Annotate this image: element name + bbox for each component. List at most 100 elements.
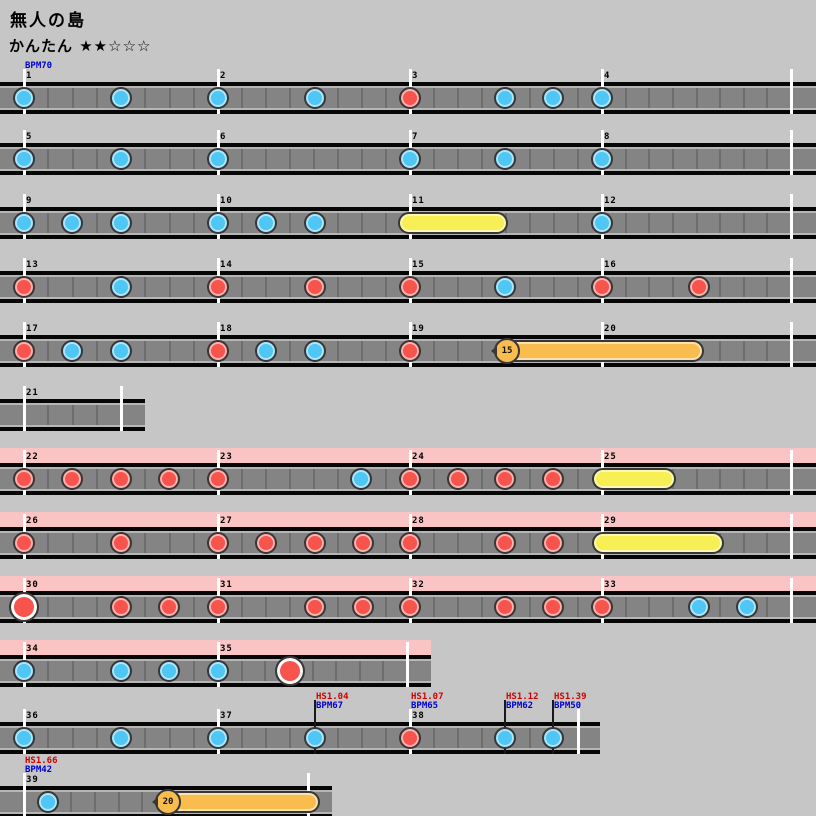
don-note[interactable] <box>494 532 516 554</box>
ka-note[interactable] <box>13 87 35 109</box>
don-note[interactable] <box>399 532 421 554</box>
ka-note[interactable] <box>110 276 132 298</box>
ka-note[interactable] <box>61 212 83 234</box>
don-note[interactable] <box>110 468 132 490</box>
ka-note[interactable] <box>207 87 229 109</box>
ka-note[interactable] <box>399 148 421 170</box>
don-note[interactable] <box>158 596 180 618</box>
ka-note[interactable] <box>110 148 132 170</box>
drumroll-note[interactable] <box>592 532 724 554</box>
don-note[interactable] <box>591 596 613 618</box>
ka-note[interactable] <box>110 87 132 109</box>
ka-note[interactable] <box>207 660 229 682</box>
bpm-label: BPM50 <box>554 701 582 711</box>
ka-note[interactable] <box>350 468 372 490</box>
ka-note[interactable] <box>591 212 613 234</box>
don-note[interactable] <box>207 468 229 490</box>
ka-note[interactable] <box>13 660 35 682</box>
bpm-label: BPM70 <box>25 61 53 71</box>
don-note[interactable] <box>304 532 326 554</box>
ka-note[interactable] <box>591 87 613 109</box>
beat-divider <box>47 277 50 297</box>
don-note[interactable] <box>542 596 564 618</box>
ka-note[interactable] <box>494 148 516 170</box>
ka-note[interactable] <box>304 727 326 749</box>
ka-note[interactable] <box>110 660 132 682</box>
don-note[interactable] <box>352 596 374 618</box>
don-note[interactable] <box>110 596 132 618</box>
lane-bottom-border <box>0 299 816 303</box>
bpm-label: BPM42 <box>25 765 53 775</box>
drumroll-note[interactable] <box>592 468 676 490</box>
beat-divider <box>481 277 483 297</box>
ka-note[interactable] <box>304 87 326 109</box>
don-note[interactable] <box>352 532 374 554</box>
ka-note[interactable] <box>494 276 516 298</box>
don-note[interactable] <box>110 532 132 554</box>
ka-note[interactable] <box>255 340 277 362</box>
beat-divider <box>385 728 387 748</box>
don-note[interactable] <box>399 596 421 618</box>
don-note[interactable] <box>494 468 516 490</box>
don-note[interactable] <box>447 468 469 490</box>
balloon-roll-body[interactable] <box>494 340 704 362</box>
beat-divider <box>95 597 98 617</box>
ka-note[interactable] <box>542 87 564 109</box>
don-note[interactable] <box>61 468 83 490</box>
ka-note[interactable] <box>13 212 35 234</box>
don-note[interactable] <box>13 468 35 490</box>
ka-note[interactable] <box>37 791 59 813</box>
don-note[interactable] <box>207 596 229 618</box>
don-note[interactable] <box>13 340 35 362</box>
don-note[interactable] <box>13 276 35 298</box>
don-note[interactable] <box>494 596 516 618</box>
beat-divider <box>168 213 171 233</box>
ka-note[interactable] <box>304 212 326 234</box>
ka-note[interactable] <box>207 148 229 170</box>
ka-note[interactable] <box>688 596 710 618</box>
ka-note[interactable] <box>61 340 83 362</box>
don-note[interactable] <box>399 468 421 490</box>
don-note[interactable] <box>255 532 277 554</box>
don-note[interactable] <box>399 87 421 109</box>
drumroll-note[interactable] <box>398 212 508 234</box>
ka-note[interactable] <box>542 727 564 749</box>
beat-divider <box>529 597 531 617</box>
measure-number: 8 <box>604 132 611 142</box>
beat-divider <box>361 728 363 748</box>
ka-note[interactable] <box>207 212 229 234</box>
don-note[interactable] <box>158 468 180 490</box>
ka-note[interactable] <box>207 727 229 749</box>
balloon-note[interactable]: 20 <box>155 789 181 815</box>
don-note[interactable] <box>591 276 613 298</box>
don-note[interactable] <box>399 340 421 362</box>
ka-note[interactable] <box>110 727 132 749</box>
ka-note[interactable] <box>13 148 35 170</box>
ka-note[interactable] <box>494 727 516 749</box>
don-note[interactable] <box>207 340 229 362</box>
don-note[interactable] <box>542 532 564 554</box>
don-note[interactable] <box>207 532 229 554</box>
big-don-note[interactable] <box>9 592 39 622</box>
ka-note[interactable] <box>494 87 516 109</box>
don-note[interactable] <box>399 276 421 298</box>
ka-note[interactable] <box>110 340 132 362</box>
ka-note[interactable] <box>255 212 277 234</box>
balloon-note[interactable]: 15 <box>494 338 520 364</box>
ka-note[interactable] <box>736 596 758 618</box>
beat-divider <box>141 792 144 812</box>
ka-note[interactable] <box>591 148 613 170</box>
ka-note[interactable] <box>110 212 132 234</box>
don-note[interactable] <box>207 276 229 298</box>
don-note[interactable] <box>399 727 421 749</box>
ka-note[interactable] <box>158 660 180 682</box>
don-note[interactable] <box>542 468 564 490</box>
don-note[interactable] <box>688 276 710 298</box>
big-don-note[interactable] <box>275 656 305 686</box>
ka-note[interactable] <box>304 340 326 362</box>
don-note[interactable] <box>304 276 326 298</box>
ka-note[interactable] <box>13 727 35 749</box>
don-note[interactable] <box>304 596 326 618</box>
beat-divider <box>766 213 769 233</box>
don-note[interactable] <box>13 532 35 554</box>
